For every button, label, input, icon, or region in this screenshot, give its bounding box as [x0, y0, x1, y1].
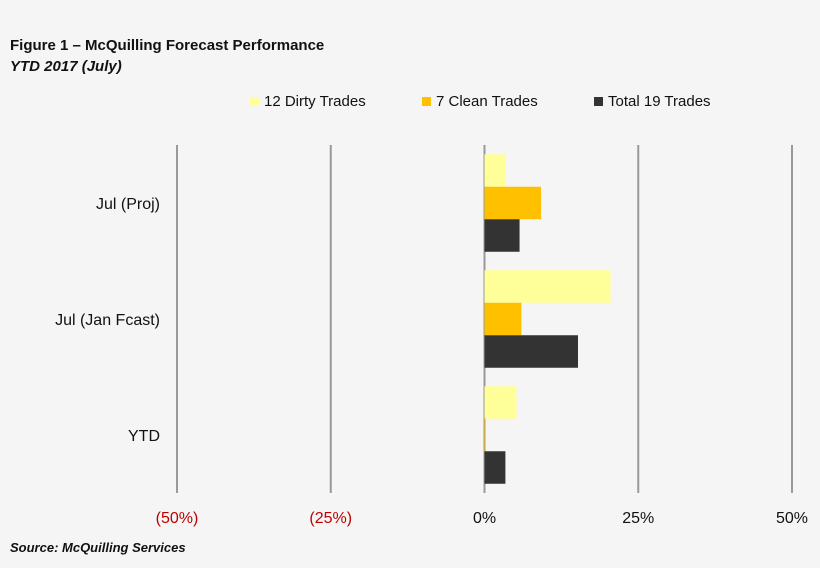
- bar-2-2: [484, 451, 506, 484]
- source-note: Source: McQuilling Services: [10, 540, 186, 555]
- figure-subtitle: YTD 2017 (July): [10, 58, 122, 75]
- legend-item-total: Total 19 Trades: [594, 93, 711, 110]
- x-tick-label-3: 25%: [622, 510, 654, 527]
- legend-item-clean: 7 Clean Trades: [422, 93, 538, 110]
- legend-item-dirty: 12 Dirty Trades: [250, 93, 366, 110]
- category-label-2: YTD: [128, 428, 160, 445]
- bar-0-2: [484, 219, 520, 252]
- x-tick-label-4: 50%: [776, 510, 808, 527]
- legend-label-total: Total 19 Trades: [608, 93, 711, 110]
- legend-label-clean: 7 Clean Trades: [436, 93, 538, 110]
- legend-swatch-clean: [422, 97, 431, 106]
- chart-legend: 12 Dirty Trades 7 Clean Trades Total 19 …: [0, 93, 820, 113]
- bar-1-0: [484, 270, 611, 303]
- x-tick-label-1: (25%): [309, 510, 352, 527]
- bar-2-0: [484, 386, 517, 419]
- legend-swatch-total: [594, 97, 603, 106]
- x-tick-label-0: (50%): [156, 510, 199, 527]
- bar-0-1: [484, 186, 542, 220]
- legend-swatch-dirty: [250, 97, 259, 106]
- figure-title: Figure 1 – McQuilling Forecast Performan…: [10, 37, 325, 54]
- bar-1-1: [484, 302, 522, 336]
- x-tick-label-2: 0%: [473, 510, 496, 527]
- bar-1-2: [484, 335, 578, 368]
- bar-2-1: [484, 418, 486, 452]
- legend-label-dirty: 12 Dirty Trades: [264, 93, 366, 110]
- category-label-0: Jul (Proj): [96, 196, 160, 213]
- bar-0-0: [484, 154, 507, 187]
- category-label-1: Jul (Jan Fcast): [55, 312, 160, 329]
